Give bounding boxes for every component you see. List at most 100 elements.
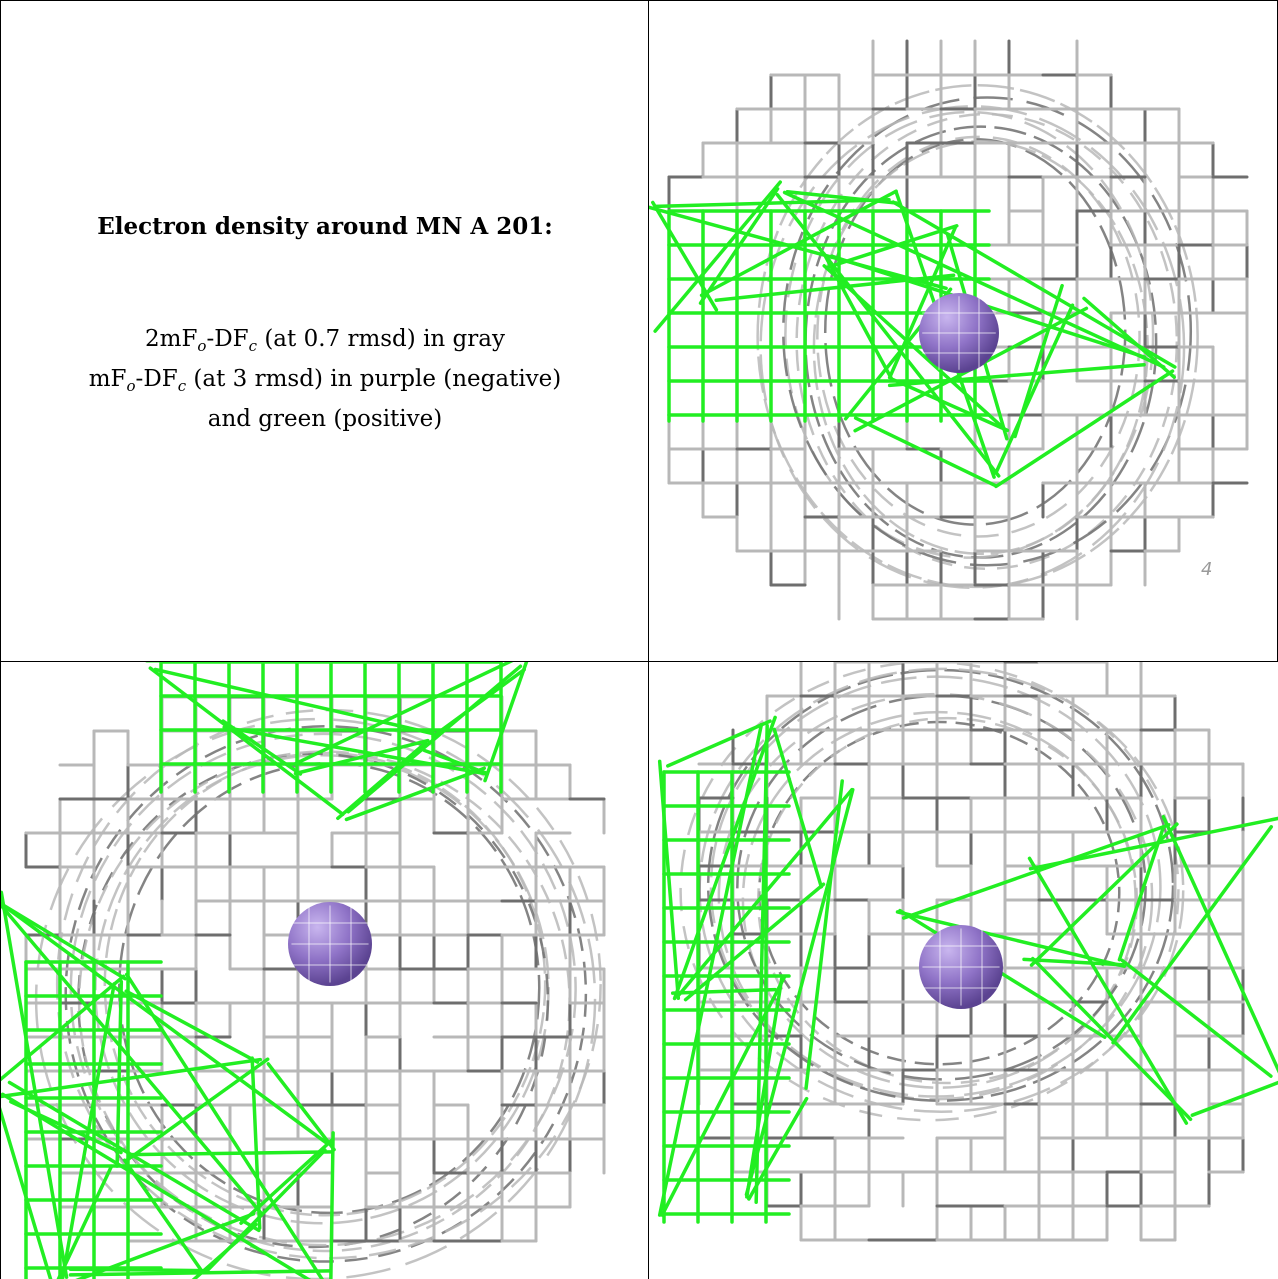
legend-line-mfo-dfc: mFo-DFc (at 3 rmsd) in purple (negative)	[88, 366, 562, 395]
border-middle	[0, 661, 1278, 662]
green-mesh-line	[1, 890, 69, 1279]
green-mesh-line	[336, 741, 428, 821]
green-mesh-line	[1, 901, 127, 981]
green-mesh-line	[1022, 957, 1125, 967]
green-mesh-line	[346, 664, 523, 814]
green-mesh-line	[772, 727, 824, 889]
mn-atom-sphere	[288, 902, 372, 986]
green-mesh-line	[431, 667, 526, 739]
legend-line-2mfo-dfc: 2mFo-DFc (at 0.7 rmsd) in gray	[145, 326, 505, 355]
green-mesh-line	[115, 979, 124, 1168]
green-mesh-line	[1, 1092, 312, 1279]
gray-contour-ring	[69, 732, 577, 1247]
green-mesh-line	[670, 987, 777, 995]
gray-contour-ring	[64, 725, 588, 1263]
gray-contour-ring	[784, 110, 1155, 559]
gray-contour-ring	[795, 112, 1179, 570]
green-mesh-line	[677, 787, 854, 997]
gray-contour-ring	[782, 96, 1193, 567]
border-left	[0, 0, 1, 1279]
gray-contour-ring	[34, 717, 597, 1279]
green-mesh-line	[782, 190, 1166, 369]
green-mesh-line	[222, 725, 489, 776]
green-mesh-line	[422, 748, 488, 775]
green-mesh-line	[822, 252, 893, 380]
view-top-right: 4	[649, 1, 1277, 661]
green-mesh-line	[127, 1150, 334, 1157]
border-top	[0, 0, 1278, 1]
green-mesh-line	[344, 766, 486, 822]
green-mesh-line	[1, 1057, 263, 1099]
legend-text: 2mFo-DFc (at 0.7 rmsd) in gray mFo-DFc (…	[1, 323, 648, 436]
green-mesh-line	[1, 902, 263, 1215]
gray-contour-ring	[736, 694, 1147, 1081]
green-mesh-line	[699, 189, 898, 298]
green-mesh-line	[775, 192, 1001, 478]
density-mesh-bottom-right	[657, 662, 1278, 1242]
green-mesh-line	[293, 738, 430, 776]
green-mesh-line	[153, 667, 434, 736]
green-mesh-line	[698, 187, 780, 305]
gray-contour-ring	[117, 761, 541, 1215]
green-mesh-line	[683, 882, 826, 1002]
green-mesh-line	[804, 779, 844, 1090]
gray-contour-ring	[756, 84, 1199, 589]
legend-line-green: and green (positive)	[207, 406, 443, 432]
green-mesh-line	[660, 974, 787, 1217]
green-mesh-line	[649, 205, 948, 291]
green-mesh-line	[1027, 856, 1189, 1125]
mn-atom-sphere	[919, 925, 1003, 1009]
green-mesh-line	[56, 1164, 114, 1279]
green-mesh-line	[887, 225, 957, 380]
green-mesh-line	[672, 715, 777, 1001]
green-mesh-line	[122, 1158, 203, 1271]
green-mesh-line	[1111, 825, 1274, 1045]
legend-panel: Electron density around MN A 201: 2mFo-D…	[1, 1, 648, 661]
gray-contour-ring	[816, 135, 1141, 538]
green-mesh-line	[1013, 283, 1064, 439]
green-mesh-line	[653, 180, 782, 333]
green-mesh-line	[1029, 822, 1179, 967]
gray-contour-ring	[717, 692, 1154, 1101]
green-mesh-line	[221, 719, 303, 776]
view-bottom-right	[649, 662, 1278, 1279]
green-mesh-line	[148, 666, 345, 817]
green-mesh-line	[657, 759, 681, 1000]
green-mesh-line	[329, 1131, 335, 1279]
green-mesh-line	[75, 1212, 256, 1279]
green-mesh-line	[1, 1107, 53, 1279]
green-mesh-line	[1082, 296, 1176, 379]
green-mesh-line	[853, 416, 997, 488]
green-mesh-line	[1120, 958, 1273, 1078]
view-bottom-left	[1, 662, 648, 1279]
axis-glyph: 4	[1201, 559, 1213, 580]
green-mesh-line	[68, 1269, 333, 1277]
gray-contour-ring	[103, 751, 547, 1217]
green-mesh-line	[890, 377, 1010, 433]
green-mesh-line	[124, 1057, 270, 1163]
green-mesh-line	[1190, 1080, 1278, 1117]
green-mesh-line	[60, 982, 116, 1279]
green-mesh-line	[822, 264, 1007, 431]
green-mesh-line	[1161, 814, 1278, 1074]
green-mesh-line	[745, 977, 784, 1199]
green-mesh-line	[887, 362, 1146, 388]
green-mesh-line	[654, 197, 891, 209]
green-mesh-line	[250, 1056, 262, 1230]
figure-title: Electron density around MN A 201:	[97, 213, 553, 240]
green-mesh-line	[124, 972, 325, 1279]
gray-contour-ring	[679, 662, 1180, 1122]
mn-atom-sphere	[919, 293, 999, 373]
green-mesh-line	[266, 1062, 336, 1152]
green-mesh-line	[1030, 956, 1193, 1122]
border-center	[648, 0, 649, 1279]
green-mesh-line	[747, 1096, 809, 1201]
density-mesh-top-right	[649, 39, 1249, 621]
green-mesh-line	[1, 974, 126, 1082]
green-mesh-line	[744, 787, 855, 1197]
green-mesh-line	[994, 369, 1175, 489]
green-mesh-line	[1117, 824, 1166, 962]
green-mesh-line	[1, 901, 328, 1145]
green-mesh-line	[1028, 816, 1278, 871]
